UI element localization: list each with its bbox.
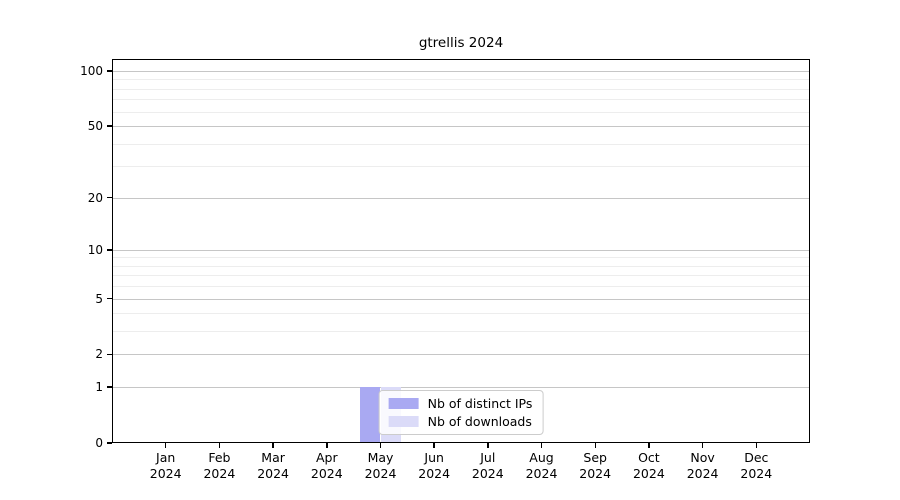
x-tick-mark: [755, 443, 758, 448]
x-tick-label: Nov 2024: [673, 450, 733, 482]
x-tick-year: 2024: [149, 466, 182, 481]
x-tick-month: Jul: [480, 450, 496, 465]
x-tick-year: 2024: [418, 466, 451, 481]
x-tick-label: Jul 2024: [458, 450, 518, 482]
x-tick-year: 2024: [364, 466, 397, 481]
x-tick-year: 2024: [686, 466, 719, 481]
plot-frame: [112, 59, 810, 443]
legend-anchor: Nb of distinct IPs Nb of downloads: [112, 59, 810, 443]
legend-label-downloads: Nb of downloads: [427, 414, 532, 429]
x-tick-mark: [433, 443, 435, 448]
x-tick-label: Jan 2024: [136, 450, 196, 482]
x-tick-month: Sep: [583, 450, 607, 465]
y-tick-label: 1: [95, 380, 103, 395]
y-tick-label: 0: [95, 436, 103, 450]
y-tick-label: 2: [95, 347, 103, 362]
x-tick-year: 2024: [579, 466, 612, 481]
x-tick-month: Mar: [261, 450, 285, 465]
x-tick-month: May: [367, 450, 394, 465]
x-tick-mark: [272, 443, 274, 448]
legend-swatch-distinct-ips-icon: [388, 398, 419, 409]
legend-label-distinct-ips: Nb of distinct IPs: [427, 396, 533, 411]
x-tick-mark: [326, 443, 328, 448]
legend: Nb of distinct IPs Nb of downloads: [378, 390, 544, 435]
x-tick-year: 2024: [203, 466, 236, 481]
y-tick-label: 100: [80, 64, 103, 78]
legend-item-downloads: Nb of downloads: [388, 414, 533, 429]
legend-item-distinct-ips: Nb of distinct IPs: [388, 396, 533, 411]
x-tick-year: 2024: [310, 466, 343, 481]
x-tick-year: 2024: [525, 466, 558, 481]
x-tick-month: Jun: [424, 450, 444, 465]
x-tick-label: Aug 2024: [512, 450, 572, 482]
x-tick-label: Oct 2024: [619, 450, 679, 482]
chart-title: gtrellis 2024: [418, 35, 504, 51]
x-tick-mark: [648, 443, 650, 448]
x-tick-year: 2024: [257, 466, 289, 481]
x-tick-month: Nov: [690, 450, 715, 465]
x-tick-mark: [164, 443, 167, 448]
x-tick-mark: [594, 443, 596, 448]
y-tick-label: 50: [87, 119, 103, 134]
x-tick-mark: [487, 443, 489, 448]
x-tick-mark: [379, 443, 382, 448]
x-tick-mark: [218, 443, 221, 448]
x-tick-month: Jan: [156, 450, 176, 465]
x-tick-month: Feb: [208, 450, 231, 465]
x-tick-month: Dec: [744, 450, 769, 465]
x-tick-year: 2024: [740, 466, 773, 481]
x-tick-year: 2024: [632, 466, 665, 481]
x-tick-month: Oct: [638, 450, 660, 465]
y-tick-label: 10: [87, 242, 103, 257]
legend-swatch-downloads-icon: [388, 416, 419, 427]
x-tick-month: Apr: [315, 450, 338, 465]
x-tick-label: Apr 2024: [297, 450, 357, 482]
x-tick-label: May 2024: [351, 450, 411, 482]
x-tick-year: 2024: [471, 466, 504, 481]
x-tick-mark: [701, 443, 704, 448]
x-tick-month: Aug: [529, 450, 554, 465]
x-tick-label: Mar 2024: [243, 450, 303, 482]
x-tick-label: Jun 2024: [404, 450, 464, 482]
x-tick-label: Dec 2024: [726, 450, 786, 482]
y-tick-label: 20: [87, 190, 103, 205]
y-tick-label: 5: [95, 291, 103, 306]
x-tick-label: Feb 2024: [189, 450, 249, 482]
x-tick-mark: [540, 443, 543, 448]
x-tick-label: Sep 2024: [565, 450, 625, 482]
